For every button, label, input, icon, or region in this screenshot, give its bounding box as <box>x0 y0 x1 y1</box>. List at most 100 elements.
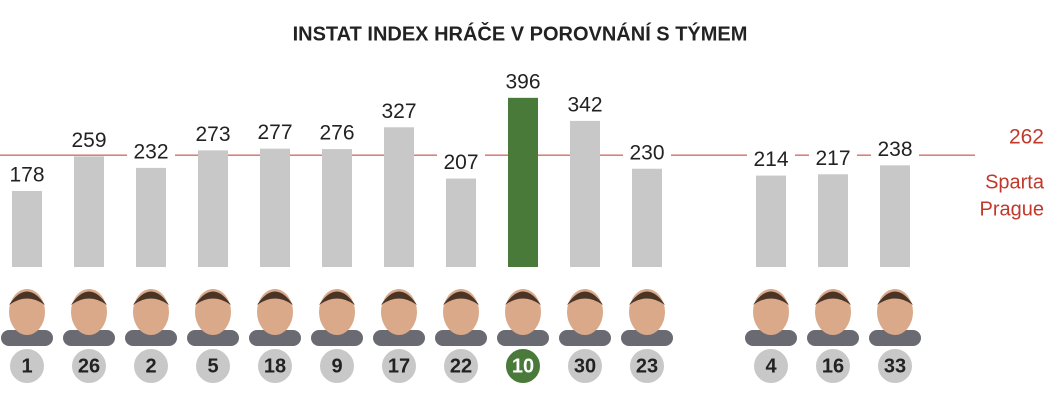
photo-shirt <box>311 330 363 346</box>
x-tick-label: 2 <box>145 355 156 377</box>
photo-shirt <box>187 330 239 346</box>
bar <box>198 150 228 267</box>
x-tick-label: 26 <box>78 355 100 377</box>
label-bg <box>127 139 175 164</box>
label-bg <box>623 140 671 165</box>
value-label: 230 <box>629 141 664 164</box>
number-badge <box>132 347 170 385</box>
number-badge <box>566 347 604 385</box>
bar <box>446 178 476 267</box>
photo-face <box>443 289 479 335</box>
label-bg <box>189 122 237 147</box>
bar <box>508 97 538 267</box>
x-tick-label: 33 <box>884 355 906 377</box>
reference-label: Prague <box>980 198 1045 220</box>
photo-shirt <box>373 330 425 346</box>
value-label: 259 <box>71 129 106 152</box>
photo-face <box>257 289 293 335</box>
photo-shirt <box>497 330 549 346</box>
x-tick-label: 1 <box>21 355 32 377</box>
value-label: 396 <box>505 70 540 93</box>
photo-hair <box>381 291 417 305</box>
photo-shirt <box>869 330 921 346</box>
label-bg <box>313 121 361 146</box>
value-label: 277 <box>257 121 292 144</box>
chart-title: INSTAT INDEX HRÁČE V POROVNÁNÍ S TÝMEM <box>293 21 748 45</box>
photo-hair <box>815 291 851 305</box>
label-bg <box>871 137 919 162</box>
photo-shirt <box>435 330 487 346</box>
bar <box>322 149 352 267</box>
photo-face <box>753 289 789 335</box>
photo-shirt <box>63 330 115 346</box>
bar <box>880 165 910 267</box>
reference-label: Sparta <box>985 171 1045 193</box>
bar <box>384 127 414 267</box>
photo-hair <box>319 291 355 305</box>
bar <box>260 148 290 267</box>
bar <box>756 175 786 267</box>
photo-face <box>505 289 541 335</box>
label-bg <box>809 146 857 171</box>
photo-face <box>71 289 107 335</box>
photo-shirt <box>249 330 301 346</box>
bar <box>136 167 166 267</box>
photo-shirt <box>807 330 859 346</box>
bar <box>74 156 104 267</box>
x-tick-label: 16 <box>822 355 844 377</box>
photo-shirt <box>125 330 177 346</box>
photo-hair <box>753 291 789 305</box>
value-label: 178 <box>9 164 44 187</box>
x-tick-label: 30 <box>574 355 596 377</box>
number-badge <box>256 347 294 385</box>
value-label: 232 <box>133 140 168 163</box>
value-label: 238 <box>877 138 912 161</box>
value-label: 327 <box>381 100 416 123</box>
bar <box>632 168 662 267</box>
photo-face <box>9 289 45 335</box>
value-label: 214 <box>753 148 788 171</box>
label-bg <box>3 162 51 187</box>
number-badge <box>814 347 852 385</box>
number-badge <box>8 347 46 385</box>
x-tick-label: 23 <box>636 355 658 377</box>
bar <box>818 174 848 267</box>
photo-hair <box>629 291 665 305</box>
photo-face <box>629 289 665 335</box>
label-bg <box>375 99 423 124</box>
photo-face <box>133 289 169 335</box>
x-tick-label: 18 <box>264 355 286 377</box>
bar <box>570 120 600 267</box>
photo-hair <box>443 291 479 305</box>
photo-shirt <box>745 330 797 346</box>
label-bg <box>437 150 485 175</box>
photo-hair <box>257 291 293 305</box>
photo-hair <box>133 291 169 305</box>
photo-hair <box>877 291 913 305</box>
number-badge <box>752 347 790 385</box>
photo-hair <box>71 291 107 305</box>
x-tick-label: 4 <box>765 355 777 377</box>
x-tick-label: 5 <box>207 355 218 377</box>
x-tick-label: 22 <box>450 355 472 377</box>
value-label: 273 <box>195 123 230 146</box>
photo-face <box>567 289 603 335</box>
photo-face <box>815 289 851 335</box>
value-label: 217 <box>815 147 850 170</box>
photo-hair <box>9 291 45 305</box>
number-badge <box>194 347 232 385</box>
x-tick-label: 9 <box>331 355 342 377</box>
number-badge <box>442 347 480 385</box>
photo-face <box>381 289 417 335</box>
photo-face <box>877 289 913 335</box>
photo-shirt <box>559 330 611 346</box>
photo-hair <box>567 291 603 305</box>
photo-hair <box>195 291 231 305</box>
value-label: 276 <box>319 122 354 145</box>
label-bg <box>499 69 547 94</box>
x-tick-label: 10 <box>512 355 534 377</box>
photo-hair <box>505 291 541 305</box>
x-tick-label: 17 <box>388 355 410 377</box>
photo-face <box>319 289 355 335</box>
